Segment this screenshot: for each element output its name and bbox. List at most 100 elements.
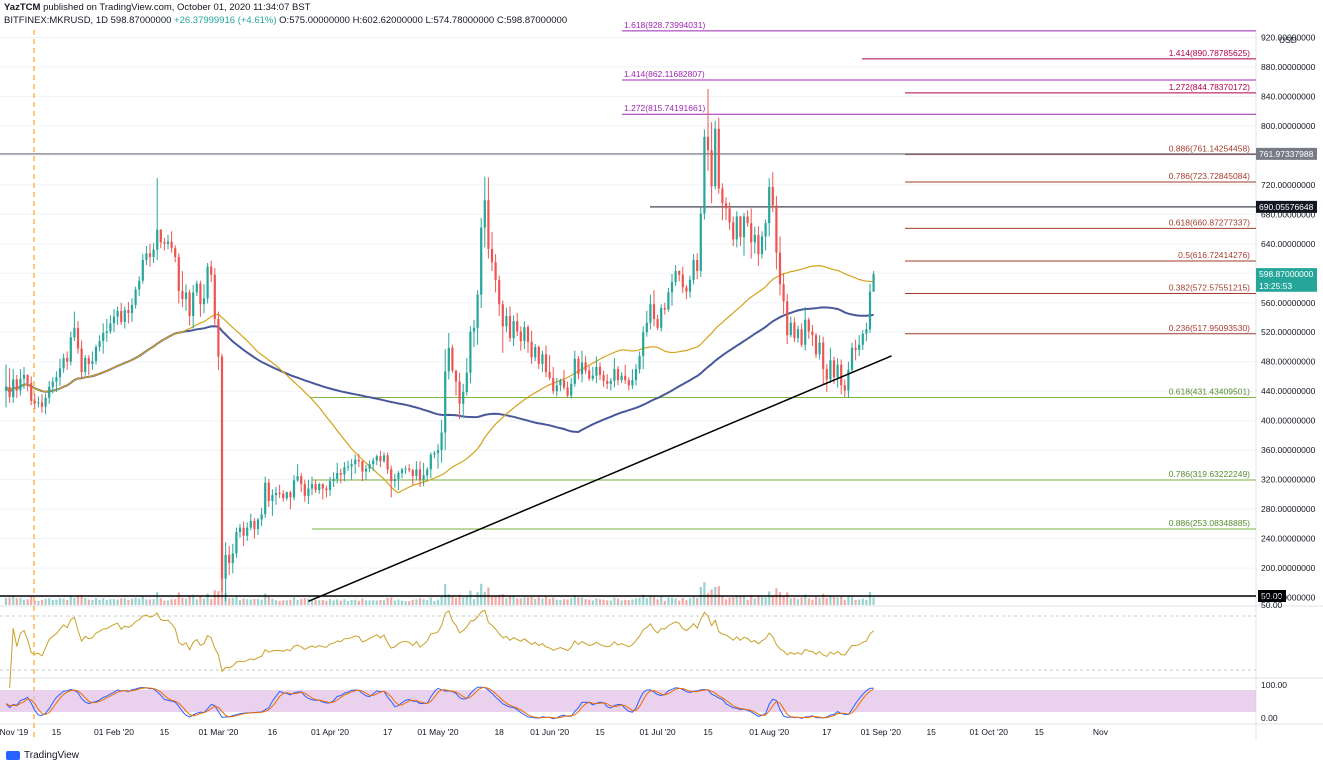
candle-body [357, 459, 360, 462]
candles [4, 88, 875, 602]
candle-124 [451, 344, 454, 373]
candle-body [699, 213, 702, 272]
candle-body [562, 380, 566, 388]
candle-body [433, 453, 436, 455]
candle-body [336, 473, 339, 479]
volume-bar-158 [573, 594, 576, 605]
candle-166 [602, 370, 605, 387]
candle-49 [181, 271, 184, 308]
candle-body [271, 495, 274, 502]
candle-body [861, 333, 864, 345]
candle-71 [260, 507, 263, 527]
candle-184 [667, 288, 670, 312]
time-tick-19: 15 [1034, 727, 1044, 737]
time-tick-15: 17 [822, 727, 832, 737]
candle-73 [267, 478, 270, 507]
candle-170 [616, 366, 620, 386]
candle-182 [660, 304, 663, 332]
candle-92 [336, 462, 339, 484]
candle-148 [537, 345, 540, 370]
volume-bar-171 [620, 600, 623, 605]
candle-body [350, 464, 353, 467]
volume-bar-111 [404, 601, 407, 605]
volume-bar-190 [688, 598, 692, 605]
candle-body [472, 327, 476, 332]
candle-body [620, 375, 623, 381]
candle-115 [418, 461, 422, 488]
candle-body [462, 391, 465, 404]
price-tick-7: 640.00000000 [1261, 239, 1316, 249]
candle-120 [436, 444, 440, 469]
volume-bar-125 [454, 598, 458, 605]
candle-body [321, 484, 324, 489]
volume-bar-50 [184, 598, 188, 605]
volume-bar-170 [616, 598, 620, 605]
volume-bar-231 [836, 597, 839, 605]
candle-97 [354, 454, 357, 474]
candle-body [303, 484, 306, 496]
candle-body [858, 344, 861, 350]
volume-bar-23 [87, 599, 90, 605]
volume-bar-69 [253, 599, 256, 605]
candle-body [544, 354, 548, 373]
candle-223 [807, 317, 810, 339]
candle-body [775, 205, 778, 253]
candle-body [454, 370, 458, 382]
candle-body [346, 466, 350, 468]
candle-body [825, 369, 828, 380]
candle-77 [282, 490, 285, 502]
candle-158 [573, 350, 576, 387]
price-tick-1: 880.00000000 [1261, 62, 1316, 72]
candle-130 [472, 319, 476, 347]
volume-bar-199 [721, 596, 724, 605]
candle-190 [688, 275, 692, 298]
candle-body [393, 478, 396, 482]
volume-bar-183 [663, 600, 666, 605]
candle-192 [696, 253, 699, 280]
candle-128 [465, 358, 468, 396]
volume-bar-92 [336, 599, 339, 605]
volume-bar-48 [177, 592, 180, 605]
price-tag-0: 761.97337988 [1259, 149, 1314, 159]
candle-body [465, 372, 468, 392]
candle-214 [775, 195, 778, 270]
candle-66 [242, 521, 245, 547]
candle-body [598, 366, 602, 375]
volume-bar-145 [526, 597, 530, 605]
volume-bar-9 [37, 600, 40, 605]
candle-13 [51, 377, 54, 394]
volume-bar-0 [4, 597, 8, 605]
candle-body [832, 360, 836, 378]
candle-159 [577, 355, 580, 380]
price-tick-12: 440.00000000 [1261, 386, 1316, 396]
volume-bar-176 [638, 598, 641, 605]
volume-bar-173 [627, 600, 630, 605]
time-tick-2: 01 Feb '20 [94, 727, 134, 737]
candle-body [868, 291, 872, 330]
price-tick-14: 360.00000000 [1261, 445, 1316, 455]
volume-bar-222 [804, 594, 807, 605]
volume-bar-45 [166, 600, 170, 605]
candle-body [847, 369, 850, 391]
candle-172 [624, 364, 627, 384]
candle-body [217, 318, 220, 357]
volume-bar-98 [357, 600, 360, 605]
volume-bar-73 [267, 596, 270, 605]
candle-203 [735, 211, 738, 248]
volume-bar-80 [292, 597, 296, 605]
tradingview-logo[interactable]: TradingView [6, 750, 79, 761]
candle-93 [339, 468, 342, 484]
candle-8 [33, 394, 36, 409]
fib-right-label-6: 0.382(572.57551215) [1169, 282, 1250, 292]
candle-body [206, 266, 209, 299]
time-tick-14: 01 Aug '20 [749, 727, 789, 737]
candle-122 [444, 349, 447, 451]
candle-60 [220, 353, 224, 592]
candle-193 [699, 207, 702, 277]
time-tick-13: 15 [703, 727, 713, 737]
volume-bar-191 [692, 596, 695, 605]
last-price: 598.87000000 [110, 15, 172, 26]
candle-body [778, 252, 782, 285]
candle-131 [476, 290, 479, 345]
